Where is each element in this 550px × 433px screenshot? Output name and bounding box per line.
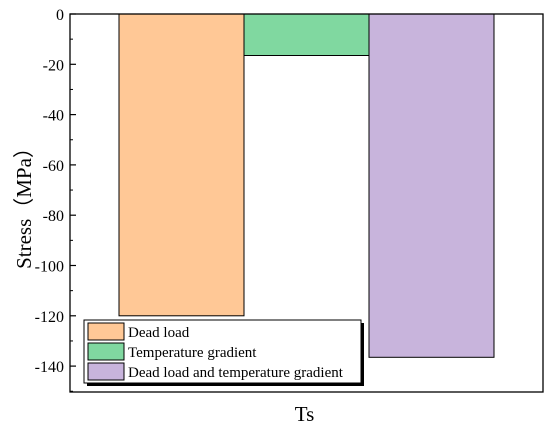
legend-label: Temperature gradient [128,345,257,361]
legend-label: Dead load [128,325,190,341]
y-tick-label: -80 [43,208,64,225]
y-tick-label: -140 [35,359,64,376]
legend-box [83,319,362,384]
legend-swatch [87,342,125,361]
x-axis-title: Ts [295,402,315,426]
bar-temperature-gradient [243,13,370,56]
legend: Dead load Temperature gradient Dead load a… [83,319,364,386]
y-axis-ticks: 0 -20 -40 -60 -80 -100 -120 -140 [35,7,76,392]
plot-frame [69,13,544,393]
bar-dead-load [118,13,245,317]
legend-swatch [87,362,125,381]
y-tick-label: -120 [35,309,64,326]
y-tick-label: 0 [56,7,64,24]
legend-swatch [87,322,125,341]
bar-dead-load-and-temperature-gradient [368,13,495,358]
y-tick-label: -60 [43,158,64,175]
bars-layer [118,13,495,358]
y-axis-title: Stress（MPa） [12,137,36,269]
y-tick-label: -20 [43,57,64,74]
y-tick-label: -40 [43,108,64,125]
legend-label: Dead load and temperature gradient [128,365,344,381]
y-tick-label: -100 [35,259,64,276]
